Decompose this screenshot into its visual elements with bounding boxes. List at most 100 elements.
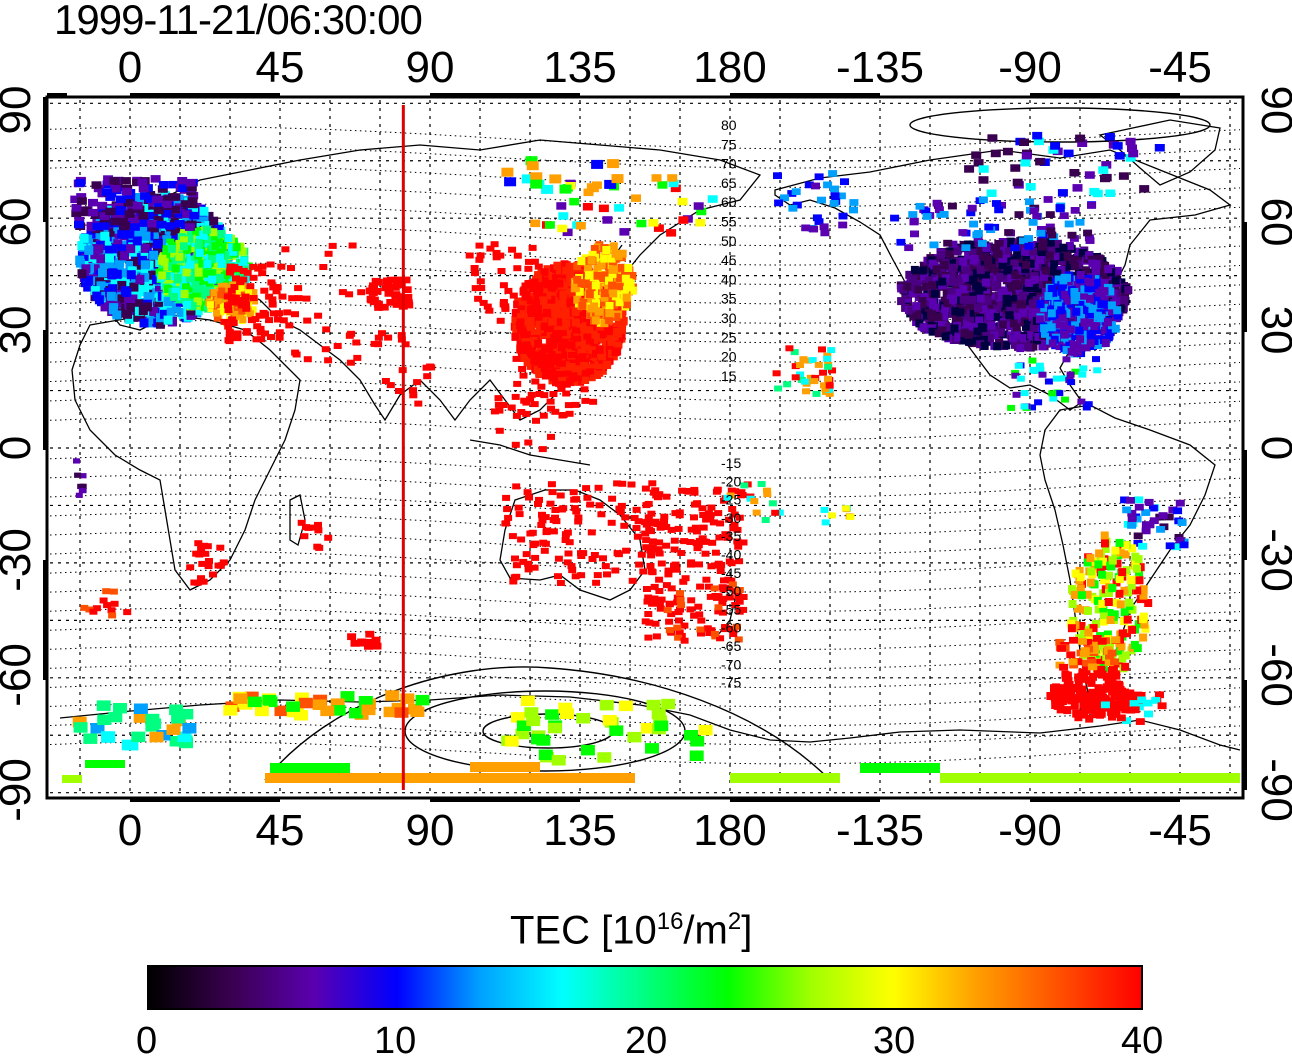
tec-cell (561, 342, 569, 348)
tec-cell (164, 316, 173, 325)
tec-cell (303, 296, 311, 302)
tec-cell (930, 242, 939, 249)
tec-cell (908, 211, 917, 218)
tec-cell (484, 304, 492, 310)
tec-cell (1078, 372, 1086, 378)
tec-cell (175, 220, 185, 228)
tec-cell (466, 253, 474, 259)
tec-cell (527, 161, 539, 170)
tec-cell (1119, 172, 1129, 180)
tec-cell (1055, 390, 1063, 396)
tec-cell (612, 174, 624, 183)
tec-cell (385, 285, 394, 292)
frame-bar-bottom-1 (130, 797, 280, 802)
tec-cell (1031, 368, 1039, 374)
tec-cell (269, 302, 277, 308)
tec-cell (1064, 150, 1074, 158)
tec-cell (940, 211, 949, 218)
tec-cell (539, 296, 547, 304)
tec-cell (196, 249, 204, 257)
tec-cell (826, 383, 834, 389)
tec-cell (849, 199, 858, 206)
tec-cell (239, 316, 246, 323)
tec-cell (88, 199, 98, 207)
tec-cell (933, 200, 942, 207)
tec-cell (177, 177, 187, 185)
tec-cell (186, 179, 196, 187)
tec-cell (977, 295, 985, 303)
tec-cell (802, 388, 810, 394)
tec-cell (1010, 164, 1020, 172)
tec-cell (216, 239, 224, 247)
tec-cell (153, 196, 163, 204)
tec-cell (529, 305, 537, 313)
tec-cell (978, 240, 987, 247)
tec-cell (168, 245, 176, 253)
tec-cell (792, 188, 801, 195)
tec-cell (233, 243, 241, 251)
tec-cell (1104, 265, 1112, 273)
tec-cell (556, 371, 564, 377)
tec-cell (1092, 356, 1100, 362)
tec-cell (600, 255, 608, 263)
tec-cell (242, 294, 250, 300)
frame-bar-bottom-3 (730, 797, 880, 802)
tec-cell (910, 231, 919, 238)
tec-cell (619, 250, 627, 258)
tec-cell (511, 333, 519, 341)
tec-cell (783, 381, 791, 387)
tec-cell (175, 253, 183, 261)
tec-cell (974, 230, 983, 237)
tec-cell (992, 200, 1001, 207)
tec-cell (592, 316, 600, 324)
tec-cell (969, 276, 977, 284)
tec-cell (225, 234, 233, 242)
tec-cell (1085, 171, 1095, 179)
tec-cell (572, 328, 580, 334)
tec-cell (840, 178, 849, 185)
tec-cell (243, 330, 251, 336)
tec-cell (1016, 344, 1024, 352)
tec-cell (471, 265, 479, 271)
tec-cell (409, 387, 417, 393)
tec-cell (579, 302, 587, 310)
tec-cell (984, 262, 992, 270)
tec-cell (1034, 399, 1042, 405)
tec-cell (153, 240, 162, 249)
tec-cell (576, 222, 586, 230)
tec-cell (513, 265, 521, 271)
tec-cell (1050, 260, 1058, 268)
tec-cell (562, 320, 570, 328)
tec-cell (537, 384, 545, 390)
tec-cell (1017, 376, 1025, 382)
tec-cell (349, 243, 357, 249)
tec-cell (413, 379, 421, 385)
tec-cell (603, 361, 611, 369)
tec-cell (831, 192, 840, 199)
tec-cell (1079, 365, 1087, 371)
tec-cell (1046, 252, 1054, 260)
tec-cell (911, 266, 919, 274)
tec-cell (167, 308, 176, 317)
tec-cell (979, 176, 989, 184)
tec-cell (562, 267, 570, 275)
tec-cell (813, 391, 821, 397)
tec-cell (508, 405, 516, 411)
tec-cell (1069, 169, 1079, 177)
tec-cell (546, 326, 554, 332)
tec-cell (594, 572, 602, 578)
tec-cell (1076, 219, 1085, 226)
tec-cell (811, 183, 820, 190)
tec-cell (423, 373, 431, 379)
tec-cell (830, 200, 839, 207)
tec-cell (277, 264, 285, 270)
tec-cell (293, 352, 301, 358)
tec-cell (228, 316, 236, 322)
tec-cell (556, 279, 564, 287)
tec-cell (224, 302, 232, 308)
tec-cell (1087, 202, 1096, 209)
tec-cell (525, 495, 533, 501)
tec-cell (157, 221, 167, 229)
tec-cell (1030, 207, 1039, 214)
tec-cell (557, 580, 565, 586)
